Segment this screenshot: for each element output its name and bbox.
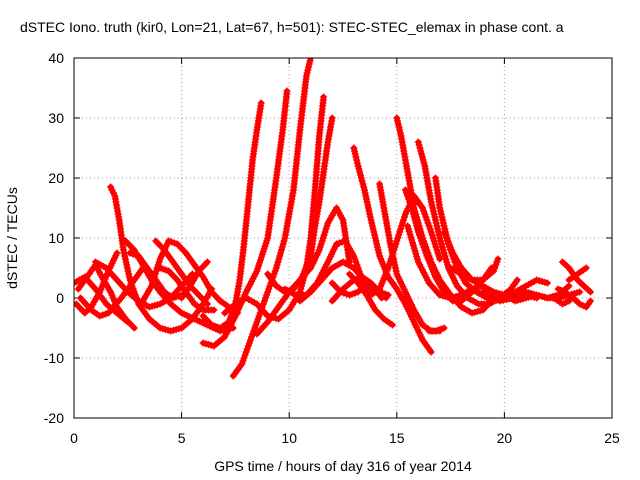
plus-markers: [425, 324, 448, 335]
x-axis-label: GPS time / hours of day 316 of year 2014: [214, 458, 472, 474]
data-series: [565, 264, 590, 284]
y-tick-label: 20: [48, 170, 64, 186]
plot-frame: [73, 57, 613, 419]
data-series: [550, 291, 577, 308]
plus-markers: [199, 87, 291, 350]
series-layer: [74, 58, 594, 380]
data-series: [178, 258, 211, 302]
y-axis-label: dSTEC / TECUs: [4, 187, 20, 289]
data-series: [253, 204, 353, 338]
data-series: [199, 99, 265, 332]
plus-markers: [328, 273, 392, 305]
chart-title: dSTEC Iono. truth (kir0, Lon=21, Lat=67,…: [20, 19, 564, 35]
x-tick-label: 10: [281, 430, 297, 446]
plot-area: [74, 58, 594, 380]
y-tick-label: 0: [56, 290, 64, 306]
plus-markers: [447, 255, 502, 284]
plus-markers: [376, 180, 444, 335]
data-series: [361, 192, 444, 299]
x-tick-label: 5: [178, 430, 186, 446]
data-series: [425, 324, 448, 335]
plus-markers: [156, 264, 218, 314]
y-tick-label: -10: [44, 350, 64, 366]
y-tick-label: 40: [48, 50, 64, 66]
y-tick-label: 10: [48, 230, 64, 246]
tick-labels: 0 5 10 15 20 25 -20 -10 0 10 20 30 40: [44, 50, 620, 446]
plus-markers: [74, 261, 138, 332]
x-tick-label: 15: [389, 430, 405, 446]
data-series: [447, 255, 502, 284]
x-tick-label: 25: [604, 430, 620, 446]
plus-markers: [550, 291, 577, 308]
plus-markers: [361, 192, 444, 299]
y-tick-label: -20: [44, 410, 64, 426]
plus-markers: [199, 99, 265, 332]
y-tick-label: 30: [48, 110, 64, 126]
data-series: [199, 87, 291, 350]
plus-markers: [178, 258, 211, 302]
x-tick-label: 20: [497, 430, 513, 446]
x-tick-label: 0: [70, 430, 78, 446]
plus-markers: [565, 264, 590, 284]
data-series: [74, 261, 138, 332]
